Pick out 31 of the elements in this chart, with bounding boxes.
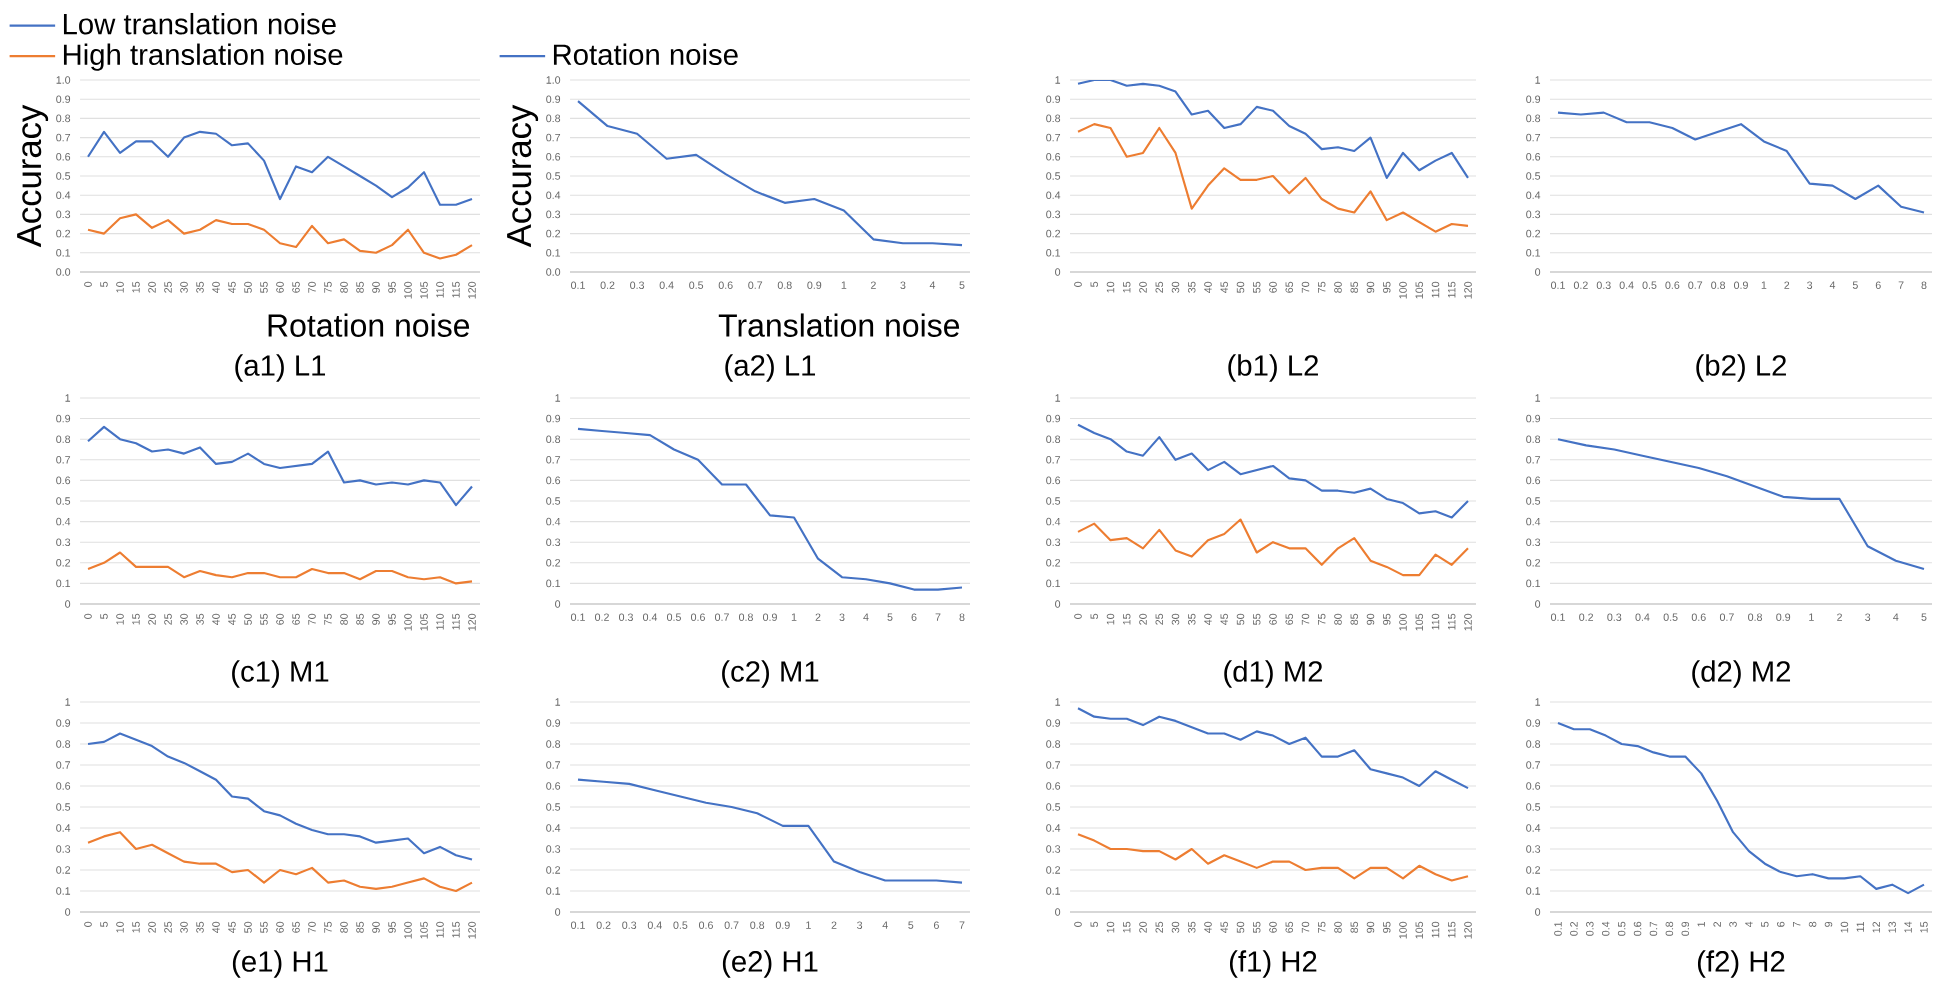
line-series bbox=[1076, 80, 1470, 179]
text: (d1) M2 bbox=[1224, 660, 1323, 688]
text: (c1) M1 bbox=[232, 660, 329, 688]
line-series bbox=[1076, 518, 1470, 577]
text: (f1) H2 bbox=[1229, 950, 1317, 978]
line-series bbox=[86, 213, 474, 260]
text: (a2) L1 bbox=[725, 354, 816, 382]
line-series bbox=[1076, 707, 1470, 790]
y-axis-title: Accuracy bbox=[17, 104, 49, 248]
text: (d2) M2 bbox=[1692, 660, 1791, 688]
legend-label: Rotation noise bbox=[553, 43, 738, 66]
legend-label: High translation noise bbox=[63, 43, 343, 71]
line-series bbox=[1556, 721, 1926, 895]
line-series bbox=[576, 100, 964, 247]
text: (e1) H1 bbox=[232, 950, 328, 978]
line-series bbox=[1556, 111, 1926, 214]
text: (e2) H1 bbox=[722, 950, 818, 978]
line-series bbox=[1076, 833, 1470, 882]
y-axis-title: Accuracy bbox=[507, 104, 539, 248]
line-series bbox=[86, 732, 474, 861]
text: (c2) M1 bbox=[722, 660, 819, 688]
text: (f2) H2 bbox=[1697, 950, 1785, 978]
text: (a1) L1 bbox=[235, 354, 326, 382]
x-axis-title: Rotation noise bbox=[268, 313, 470, 337]
line-series bbox=[576, 427, 964, 591]
line-series bbox=[86, 831, 474, 893]
text: (b2) L2 bbox=[1696, 354, 1786, 382]
text: (b1) L2 bbox=[1228, 354, 1318, 382]
legend-label: Low translation noise bbox=[63, 12, 336, 35]
line-series bbox=[86, 130, 474, 206]
x-axis-title: Translation noise bbox=[718, 313, 960, 337]
